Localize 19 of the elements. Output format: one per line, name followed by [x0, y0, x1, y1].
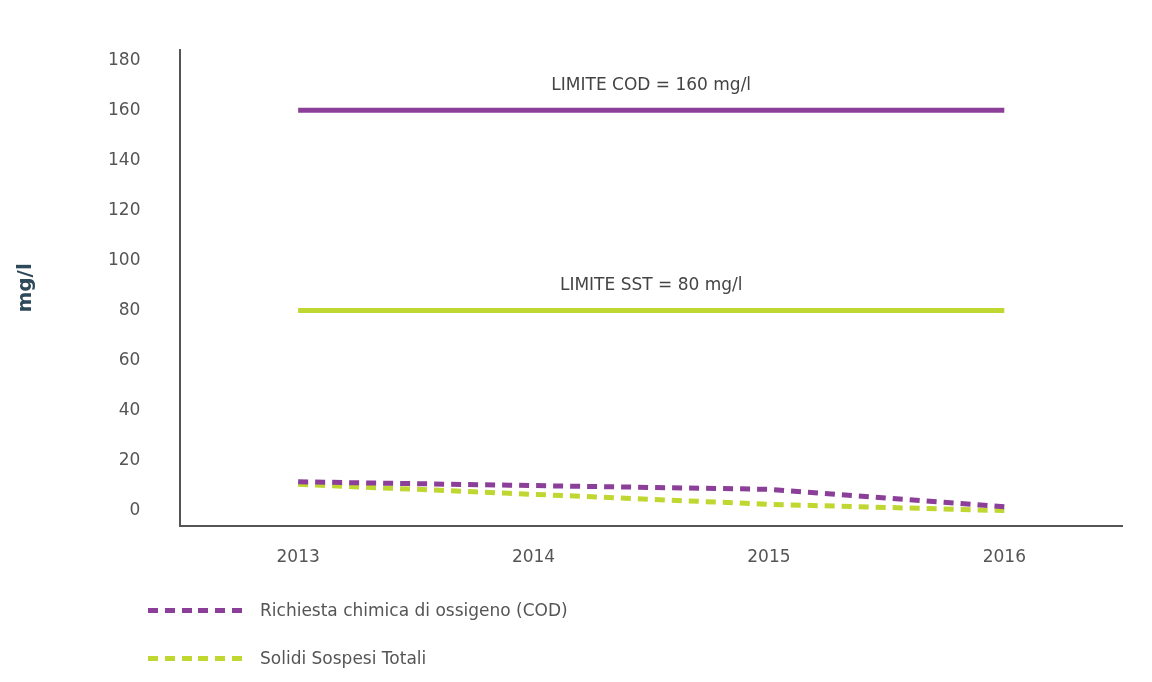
y-tick-label: 80: [118, 298, 141, 319]
legend-label: Solidi Sospesi Totali: [260, 648, 427, 668]
x-tick-label: 2013: [276, 546, 320, 567]
y-tick-label: 40: [118, 398, 141, 419]
legend-label: Richiesta chimica di ossigeno (COD): [260, 600, 568, 620]
x-tick-label: 2016: [982, 546, 1026, 567]
y-axis-title: mg/l: [12, 263, 37, 313]
y-tick-label: 20: [118, 448, 141, 469]
y-tick-label: 100: [107, 248, 141, 269]
ref-line-label: LIMITE COD = 160 mg/l: [551, 74, 752, 95]
y-tick-label: 0: [129, 499, 141, 520]
y-tick-label: 140: [107, 148, 141, 169]
x-tick-label: 2015: [747, 546, 791, 567]
ref-line-label: LIMITE SST = 80 mg/l: [559, 274, 743, 295]
x-tick-label: 2014: [511, 546, 556, 567]
y-tick-label: 120: [107, 198, 141, 219]
y-tick-label: 60: [118, 348, 141, 369]
y-tick-label: 180: [107, 48, 141, 69]
y-tick-label: 160: [107, 98, 141, 119]
